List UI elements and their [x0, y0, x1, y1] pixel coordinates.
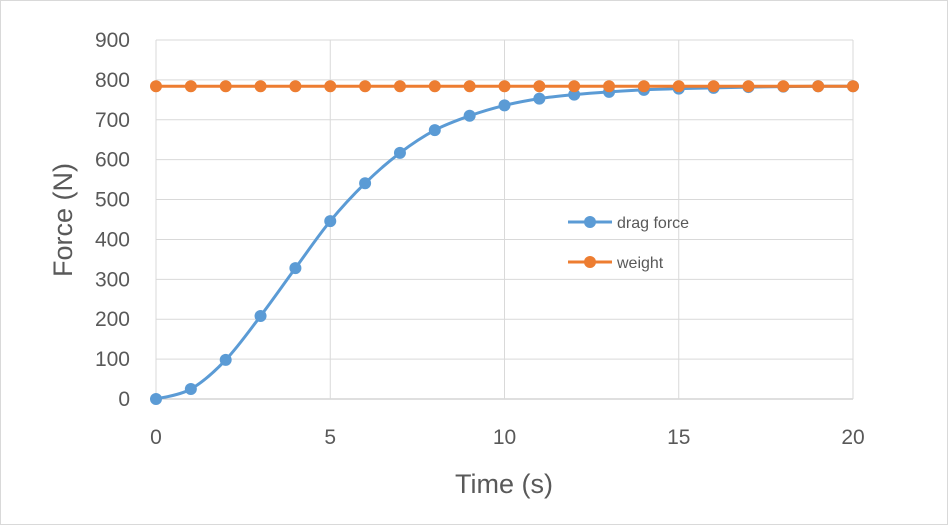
y-tick-label: 400 [95, 228, 130, 251]
data-point-weight [254, 80, 267, 93]
data-point-weight [289, 80, 302, 93]
data-point-weight [707, 80, 720, 93]
data-point-weight [568, 80, 581, 93]
data-point-weight [847, 80, 859, 93]
series-group [150, 80, 859, 405]
y-tick-label: 600 [95, 149, 130, 172]
x-tick-label: 15 [667, 426, 690, 449]
data-point-drag-force [428, 124, 441, 137]
y-tick-label: 700 [95, 109, 130, 132]
y-tick-label: 500 [95, 189, 130, 212]
data-point-weight [184, 80, 197, 93]
legend-label: weight [616, 255, 664, 272]
data-point-weight [742, 80, 755, 93]
data-point-drag-force [393, 146, 406, 159]
data-point-weight [359, 80, 372, 93]
data-point-drag-force [568, 88, 581, 101]
tick-labels: 0 100 200 300 400 500 600 700 800 900 0 5 10 15 20 [95, 29, 865, 449]
data-point-drag-force [150, 393, 162, 405]
data-point-drag-force [463, 109, 476, 122]
data-point-drag-force [359, 177, 372, 190]
y-tick-label: 900 [95, 29, 130, 52]
data-point-weight [428, 80, 441, 93]
series-weight [150, 80, 859, 93]
data-point-drag-force [184, 383, 197, 396]
y-tick-label: 0 [118, 388, 130, 411]
y-axis-title: Force (N) [48, 163, 78, 277]
data-point-weight [393, 80, 406, 93]
y-tick-label: 100 [95, 348, 130, 371]
x-tick-label: 10 [493, 426, 516, 449]
x-tick-label: 5 [324, 426, 336, 449]
y-tick-label: 800 [95, 69, 130, 92]
legend: drag force weight [568, 215, 689, 272]
legend-swatch-marker [584, 256, 596, 268]
x-tick-label: 0 [150, 426, 162, 449]
data-point-weight [498, 80, 511, 93]
data-point-weight [672, 80, 685, 93]
data-point-drag-force [254, 310, 267, 323]
data-point-weight [150, 80, 162, 93]
legend-label: drag force [617, 215, 689, 232]
data-point-drag-force [498, 99, 511, 112]
y-tick-label: 300 [95, 268, 130, 291]
data-point-weight [812, 80, 825, 93]
data-point-weight [777, 80, 790, 93]
x-axis-title: Time (s) [455, 469, 553, 499]
data-point-drag-force [324, 215, 337, 228]
data-point-weight [637, 80, 650, 93]
data-point-weight [533, 80, 546, 93]
legend-swatch-marker [584, 216, 596, 228]
legend-item-drag-force: drag force [568, 215, 689, 232]
x-tick-label: 20 [841, 426, 864, 449]
data-point-drag-force [219, 353, 232, 366]
data-point-weight [324, 80, 337, 93]
gridlines [155, 39, 854, 400]
legend-item-weight: weight [568, 255, 664, 272]
y-tick-label: 200 [95, 308, 130, 331]
data-point-weight [463, 80, 476, 93]
data-point-weight [219, 80, 232, 93]
data-point-weight [603, 80, 616, 93]
data-point-drag-force [533, 92, 546, 105]
data-point-drag-force [289, 262, 302, 275]
